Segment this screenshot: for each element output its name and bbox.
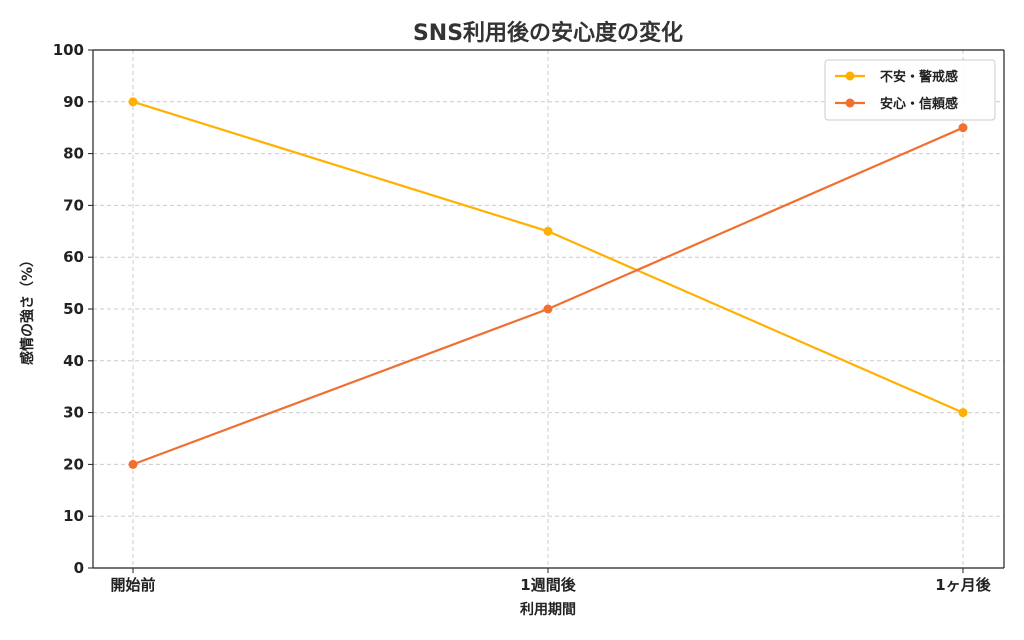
- y-tick-label: 50: [63, 300, 84, 318]
- data-point: [958, 408, 968, 418]
- y-tick-label: 90: [63, 93, 84, 111]
- x-tick-label: 1週間後: [520, 576, 576, 594]
- x-tick-label: 1ヶ月後: [935, 576, 991, 594]
- y-tick-label: 0: [74, 559, 84, 577]
- x-axis-label: 利用期間: [520, 601, 576, 618]
- data-point: [958, 123, 968, 133]
- legend-label: 不安・警戒感: [880, 69, 958, 85]
- data-point: [543, 304, 553, 314]
- y-tick-label: 100: [53, 41, 84, 59]
- legend-swatch-marker: [845, 98, 855, 108]
- y-tick-label: 10: [63, 507, 84, 525]
- y-tick-label: 20: [63, 455, 84, 473]
- legend-box: [824, 59, 996, 121]
- y-tick-label: 30: [63, 404, 84, 422]
- data-point: [128, 459, 138, 469]
- y-axis-label: 感情の強さ（%）: [19, 253, 36, 365]
- x-axis-ticks: 開始前 1週間後 1ヶ月後: [110, 568, 992, 594]
- x-tick-label: 開始前: [110, 576, 155, 594]
- legend-swatch-marker: [845, 71, 855, 81]
- data-point: [128, 97, 138, 107]
- data-point: [543, 226, 553, 236]
- y-tick-label: 70: [63, 196, 84, 214]
- y-axis-ticks: 0 10 20 30 40 50 60 70 80 90 100: [53, 41, 93, 577]
- series-group: [128, 97, 968, 469]
- y-tick-label: 80: [63, 145, 84, 163]
- chart-title: SNS利用後の安心度の変化: [413, 20, 683, 46]
- y-tick-label: 40: [63, 352, 84, 370]
- y-tick-label: 60: [63, 248, 84, 266]
- legend-label: 安心・信頼感: [880, 96, 958, 112]
